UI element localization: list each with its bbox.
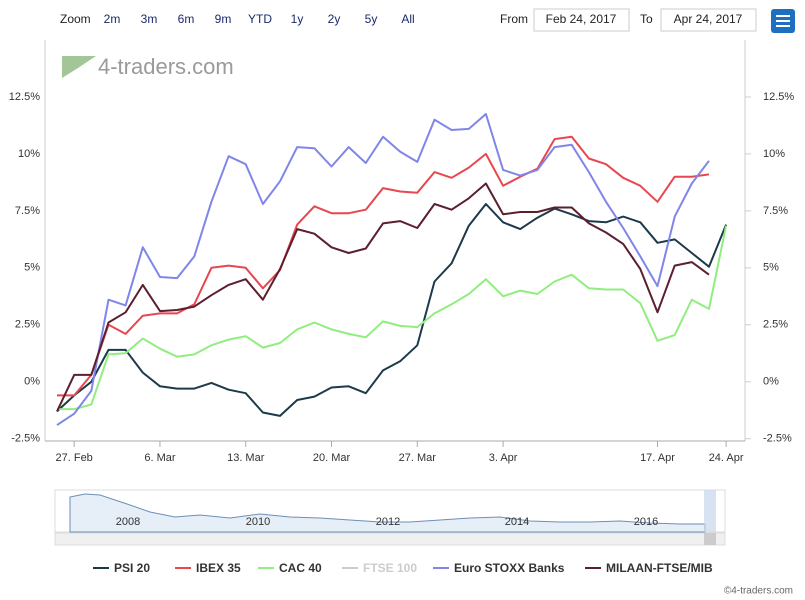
series-line	[57, 135, 710, 397]
menu-bar[interactable]	[776, 20, 790, 22]
watermark-text: 4-traders.com	[98, 54, 234, 79]
series-line	[56, 182, 710, 412]
y2-tick-label: 2.5%	[763, 319, 788, 331]
navigator-year: 2014	[505, 516, 529, 528]
y-tick-label: 12.5%	[9, 91, 40, 103]
y-tick-label: 0%	[24, 376, 40, 388]
legend-label[interactable]: CAC 40	[279, 561, 322, 575]
to-input[interactable]	[660, 8, 757, 32]
zoom-button[interactable]: 1y	[291, 12, 304, 26]
x-tick-label: 6. Mar	[144, 452, 176, 464]
from-input[interactable]	[533, 8, 630, 32]
from-label: From	[500, 12, 528, 26]
x-tick-label: 13. Mar	[227, 452, 265, 464]
y-tick-label: 5%	[24, 262, 40, 274]
navigator-year: 2016	[634, 516, 658, 528]
legend-label[interactable]: Euro STOXX Banks	[454, 561, 565, 575]
watermark: 4-traders.com	[62, 54, 234, 79]
y2-tick-label: -2.5%	[763, 433, 792, 445]
navigator	[54, 489, 726, 546]
zoom-button[interactable]: 2y	[328, 12, 341, 26]
y2-tick-label: 0%	[763, 376, 779, 388]
legend-label[interactable]: FTSE 100	[363, 561, 417, 575]
zoom-button[interactable]: All	[401, 12, 414, 26]
scrollbar[interactable]	[54, 532, 726, 546]
series-line	[56, 203, 728, 417]
x-tick-label: 20. Mar	[313, 452, 351, 464]
y-tick-label: -2.5%	[11, 433, 40, 445]
navigator-year: 2008	[116, 516, 140, 528]
credit: ©4-traders.com	[724, 586, 793, 597]
y-tick-label: 7.5%	[15, 205, 40, 217]
x-tick-label: 3. Apr	[489, 452, 518, 464]
from-value[interactable]: Feb 24, 2017	[546, 12, 617, 26]
logo	[62, 56, 96, 78]
y2-tick-label: 5%	[763, 262, 779, 274]
zoom-button[interactable]: 9m	[215, 12, 232, 26]
x-tick-label: 24. Apr	[709, 452, 744, 464]
y2-tick-label: 10%	[763, 148, 785, 160]
legend-label[interactable]: MILAAN-FTSE/MIB	[606, 561, 713, 575]
zoom-button[interactable]: 3m	[141, 12, 158, 26]
to-value[interactable]: Apr 24, 2017	[674, 12, 743, 26]
zoom-button[interactable]: 2m	[104, 12, 121, 26]
navigator-area	[69, 493, 706, 533]
zoom-button[interactable]: 5y	[365, 12, 378, 26]
zoom-button[interactable]: YTD	[248, 12, 272, 26]
y-tick-label: 10%	[18, 148, 40, 160]
menu-bar[interactable]	[776, 15, 790, 17]
x-tick-label: 27. Feb	[56, 452, 93, 464]
legend-label[interactable]: IBEX 35	[196, 561, 241, 575]
menu-bar[interactable]	[776, 25, 790, 27]
menu-button[interactable]	[771, 9, 795, 33]
navigator-year: 2012	[376, 516, 400, 528]
x-tick-label: 27. Mar	[399, 452, 437, 464]
y2-tick-label: 12.5%	[763, 91, 794, 103]
legend-label[interactable]: PSI 20	[114, 561, 150, 575]
x-tick-label: 17. Apr	[640, 452, 675, 464]
series-line	[57, 225, 728, 411]
y2-tick-label: 7.5%	[763, 205, 788, 217]
navigator-year: 2010	[246, 516, 270, 528]
scrollbar-thumb[interactable]	[704, 533, 716, 545]
series-line	[56, 113, 710, 426]
zoom-button[interactable]: 6m	[178, 12, 195, 26]
to-label: To	[640, 12, 653, 26]
navigator-selection[interactable]	[704, 490, 716, 532]
zoom-label: Zoom	[60, 12, 91, 26]
y-tick-label: 2.5%	[15, 319, 40, 331]
